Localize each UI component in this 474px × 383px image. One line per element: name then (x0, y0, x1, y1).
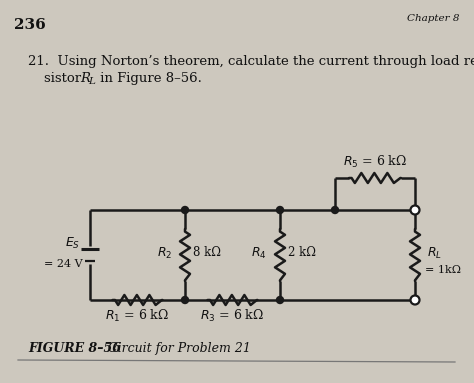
Circle shape (331, 206, 338, 213)
Text: $R_L$: $R_L$ (427, 246, 442, 260)
Text: $R_5$ = 6 kΩ: $R_5$ = 6 kΩ (343, 154, 407, 170)
Text: 236: 236 (14, 18, 46, 32)
Text: Circuit for Problem 21: Circuit for Problem 21 (108, 342, 251, 355)
Circle shape (276, 206, 283, 213)
Text: $R_3$ = 6 kΩ: $R_3$ = 6 kΩ (201, 308, 264, 324)
Text: $R_2$: $R_2$ (157, 246, 172, 260)
Text: = 24 V: = 24 V (45, 259, 83, 269)
Text: 2 kΩ: 2 kΩ (288, 247, 316, 260)
Text: Chapter 8: Chapter 8 (408, 14, 460, 23)
Text: 21.  Using Norton’s theorem, calculate the current through load re-: 21. Using Norton’s theorem, calculate th… (28, 55, 474, 68)
Circle shape (410, 296, 419, 304)
Text: $R_4$: $R_4$ (251, 246, 267, 260)
Text: R: R (80, 72, 90, 85)
Text: in Figure 8–56.: in Figure 8–56. (96, 72, 202, 85)
Text: sistor: sistor (44, 72, 85, 85)
Text: = 1kΩ: = 1kΩ (425, 265, 461, 275)
Circle shape (410, 206, 419, 214)
Text: 8 kΩ: 8 kΩ (193, 247, 221, 260)
Text: FIGURE 8–56: FIGURE 8–56 (28, 342, 121, 355)
Text: L: L (88, 77, 95, 86)
Text: $E_S$: $E_S$ (65, 236, 80, 251)
Circle shape (182, 296, 189, 303)
Circle shape (182, 206, 189, 213)
Circle shape (276, 296, 283, 303)
Text: $R_1$ = 6 kΩ: $R_1$ = 6 kΩ (105, 308, 170, 324)
